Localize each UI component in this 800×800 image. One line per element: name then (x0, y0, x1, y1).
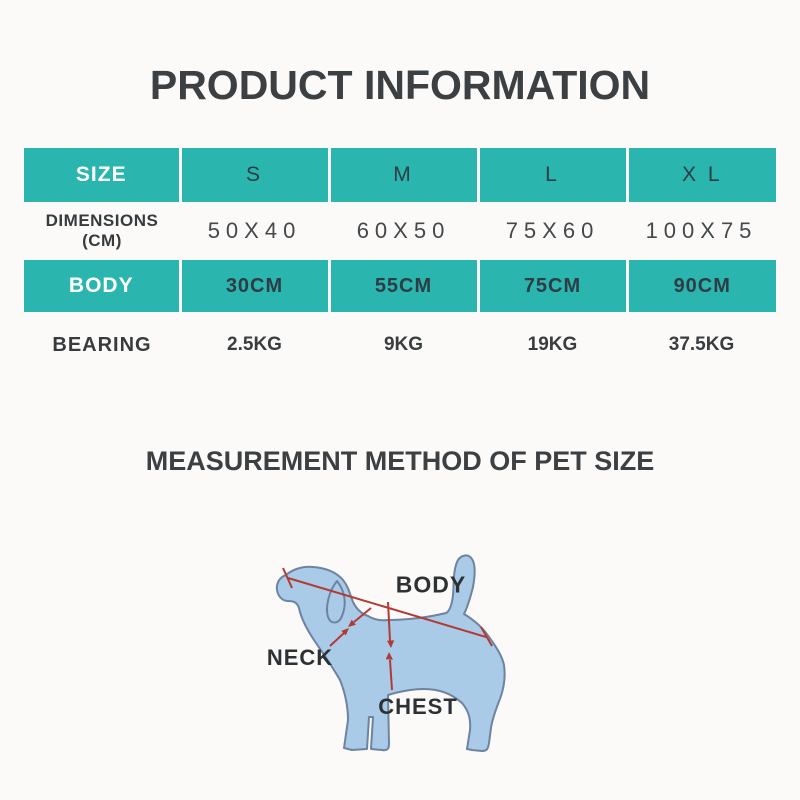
size-table: SIZE S M L X L DIMENSIONS (CM) 50X40 60X… (24, 148, 776, 378)
bearing-value-l: 19KG (527, 334, 578, 355)
chest-arrowhead-up (385, 652, 393, 660)
pet-measurement-diagram: BODY NECK CHEST (240, 540, 570, 800)
size-header-row: SIZE S M L X L (24, 148, 776, 202)
chest-arrowhead-down (387, 640, 395, 648)
dimensions-value-s: 50X40 (207, 218, 302, 243)
body-row-label: BODY (68, 274, 134, 297)
body-measure-label: BODY (395, 571, 467, 598)
page-title: PRODUCT INFORMATION (149, 62, 651, 108)
size-col-m: M (327, 148, 478, 202)
size-col-s: S (178, 148, 329, 202)
neck-arrow-line-upper (353, 607, 372, 623)
body-value-l: 75CM (476, 260, 627, 312)
neck-measure-label: NECK (266, 645, 334, 670)
dog-silhouette-figure (275, 554, 506, 752)
body-measure-line (287, 577, 487, 638)
body-value-m: 55CM (327, 260, 478, 312)
bearing-row: BEARING 2.5KG 9KG 19KG 37.5KG (24, 312, 776, 378)
chest-arrow-line-upper (387, 601, 391, 642)
bearing-value-s: 2.5KG (227, 334, 282, 355)
dimensions-row-label: DIMENSIONS (CM) (45, 211, 159, 250)
bearing-value-m: 9KG (383, 334, 424, 355)
size-col-xl: X L (625, 148, 776, 202)
body-measure-tick-front (282, 567, 293, 589)
size-header-label: SIZE (75, 163, 127, 186)
size-col-l: L (476, 148, 627, 202)
chest-measure-label: CHEST (378, 694, 458, 719)
neck-arrowhead-up-right (341, 628, 349, 636)
chest-arrow-line-lower (389, 659, 393, 691)
body-value-s: 30CM (178, 260, 329, 312)
bearing-row-label: BEARING (52, 333, 152, 356)
neck-arrow-line-lower (329, 632, 345, 647)
measurement-annotations (282, 567, 493, 691)
body-measure-tick-rear (480, 626, 493, 647)
dimensions-value-xl: 100X75 (645, 218, 758, 243)
dimensions-value-m: 60X50 (356, 218, 451, 243)
dimensions-value-l: 75X60 (505, 218, 600, 243)
neck-arrowhead-down-left (348, 619, 356, 627)
bearing-value-xl: 37.5KG (668, 334, 735, 355)
measurement-section-title: MEASUREMENT METHOD OF PET SIZE (145, 446, 655, 476)
body-row: BODY 30CM 55CM 75CM 90CM (24, 260, 776, 312)
body-value-xl: 90CM (625, 260, 776, 312)
dimensions-row: DIMENSIONS (CM) 50X40 60X50 75X60 100X75 (24, 202, 776, 260)
